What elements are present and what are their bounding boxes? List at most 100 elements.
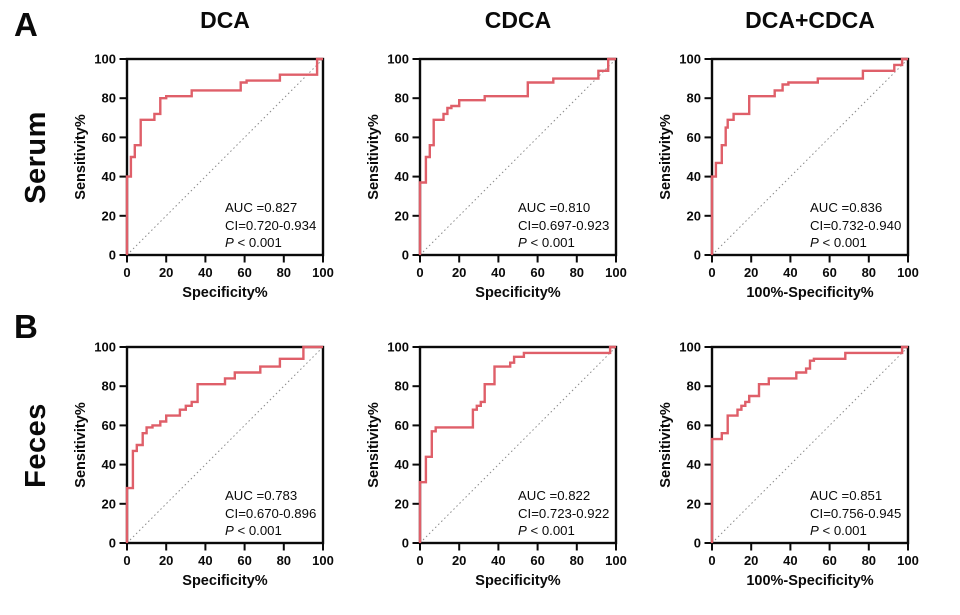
roc-curve <box>418 345 616 543</box>
p-value-annotation: P < 0.001 <box>518 523 575 538</box>
y-tick-label: 40 <box>687 457 701 472</box>
chance-diagonal-line <box>126 346 324 544</box>
p-value-annotation: P < 0.001 <box>810 235 867 250</box>
x-tick-label: 0 <box>708 265 715 280</box>
y-tick-label: 40 <box>395 457 409 472</box>
y-axis-label: Sensitivity% <box>366 402 382 488</box>
x-tick-label: 0 <box>416 265 423 280</box>
y-tick-label: 80 <box>395 379 409 394</box>
y-tick-label: 20 <box>395 496 409 511</box>
row-label-feces: Feces <box>19 402 52 488</box>
auc-annotation: AUC =0.851 <box>810 488 882 503</box>
x-tick-label: 60 <box>530 553 544 568</box>
y-tick-label: 60 <box>102 418 116 433</box>
x-tick-label: 40 <box>198 265 212 280</box>
y-axis-label: Sensitivity% <box>73 114 89 200</box>
panel-label-b: B <box>14 308 38 345</box>
plot-frame <box>710 57 910 257</box>
x-tick-label: 100 <box>312 265 334 280</box>
row-label-serum-wrap: Serum <box>6 92 66 222</box>
y-tick-label: 0 <box>402 536 409 551</box>
y-tick-label: 80 <box>395 91 409 106</box>
p-value-annotation: P < 0.001 <box>225 523 282 538</box>
auc-annotation: AUC =0.836 <box>810 200 882 215</box>
auc-annotation: AUC =0.810 <box>518 200 590 215</box>
column-title-dca-cdca: DCA+CDCA <box>745 7 875 33</box>
y-tick-label: 0 <box>694 536 701 551</box>
y-tick-label: 0 <box>109 248 116 263</box>
plot-frame <box>418 345 618 545</box>
ci-annotation: CI=0.756-0.945 <box>810 506 901 521</box>
roc-curve <box>710 57 908 255</box>
x-tick-label: 60 <box>237 265 251 280</box>
y-axis-label: Sensitivity% <box>366 114 382 200</box>
ci-annotation: CI=0.670-0.896 <box>225 506 316 521</box>
ci-annotation: CI=0.720-0.934 <box>225 218 316 233</box>
y-tick-label: 80 <box>687 379 701 394</box>
chance-diagonal-line <box>126 58 324 256</box>
column-title-dca: DCA <box>200 7 250 33</box>
y-tick-label: 0 <box>402 248 409 263</box>
x-tick-label: 0 <box>123 265 130 280</box>
column-title-cdca: CDCA <box>484 7 552 33</box>
x-tick-label: 80 <box>862 265 876 280</box>
x-tick-label: 80 <box>277 265 291 280</box>
ci-annotation: CI=0.732-0.940 <box>810 218 901 233</box>
x-tick-label: 100 <box>897 265 919 280</box>
p-value-annotation: P < 0.001 <box>225 235 282 250</box>
x-tick-label: 20 <box>452 265 466 280</box>
roc-chart-serum-cdca: 0 20 40 60 80 100 0 20 40 60 80 100 Specificity% Sens… <box>366 52 627 302</box>
y-tick-label: 0 <box>694 248 701 263</box>
roc-curve <box>418 57 616 255</box>
p-value-annotation: P < 0.001 <box>518 235 575 250</box>
x-tick-label: 80 <box>570 265 584 280</box>
x-tick-label: 0 <box>416 553 423 568</box>
plot-frame <box>125 345 325 545</box>
x-axis-label: Specificity% <box>182 573 268 589</box>
y-tick-label: 60 <box>687 130 701 145</box>
roc-curve <box>125 345 323 543</box>
x-tick-label: 20 <box>452 553 466 568</box>
x-axis-label: Specificity% <box>182 285 268 301</box>
plot-frame <box>418 57 618 257</box>
x-tick-label: 40 <box>491 553 505 568</box>
ci-annotation: CI=0.697-0.923 <box>518 218 609 233</box>
x-axis-label: 100%-Specificity% <box>746 285 873 301</box>
roc-chart-serum-dca: 0 20 40 60 80 100 0 20 40 60 80 100 Specificity% Sens… <box>73 52 334 302</box>
y-tick-label: 100 <box>94 340 116 355</box>
x-tick-label: 60 <box>530 265 544 280</box>
x-tick-label: 40 <box>491 265 505 280</box>
x-tick-label: 20 <box>744 553 758 568</box>
x-tick-label: 60 <box>237 553 251 568</box>
y-tick-label: 20 <box>687 496 701 511</box>
y-tick-label: 40 <box>687 169 701 184</box>
roc-chart-serum-dca-cdca: 0 20 40 60 80 100 0 20 40 60 80 100 100%-Specificity… <box>658 52 919 302</box>
y-tick-label: 40 <box>102 169 116 184</box>
x-tick-label: 60 <box>822 553 836 568</box>
y-tick-label: 60 <box>687 418 701 433</box>
roc-curve <box>710 345 908 543</box>
p-value-annotation: P < 0.001 <box>810 523 867 538</box>
y-tick-label: 20 <box>102 208 116 223</box>
x-axis-label: Specificity% <box>475 573 561 589</box>
x-tick-label: 0 <box>708 553 715 568</box>
roc-curve <box>125 57 323 255</box>
y-tick-label: 100 <box>387 52 409 67</box>
plot-frame <box>125 57 325 257</box>
roc-chart-feces-cdca: 0 20 40 60 80 100 0 20 40 60 80 100 Specificity% Sens… <box>366 340 627 590</box>
auc-annotation: AUC =0.822 <box>518 488 590 503</box>
x-axis-label: Specificity% <box>475 285 561 301</box>
ci-annotation: CI=0.723-0.922 <box>518 506 609 521</box>
y-axis-label: Sensitivity% <box>73 402 89 488</box>
y-tick-label: 100 <box>94 52 116 67</box>
x-tick-label: 40 <box>783 553 797 568</box>
x-tick-label: 0 <box>123 553 130 568</box>
y-axis-label: Sensitivity% <box>658 402 674 488</box>
y-tick-label: 20 <box>102 496 116 511</box>
auc-annotation: AUC =0.783 <box>225 488 297 503</box>
y-tick-label: 60 <box>395 418 409 433</box>
y-tick-label: 80 <box>102 379 116 394</box>
x-tick-label: 100 <box>605 553 627 568</box>
x-tick-label: 40 <box>198 553 212 568</box>
